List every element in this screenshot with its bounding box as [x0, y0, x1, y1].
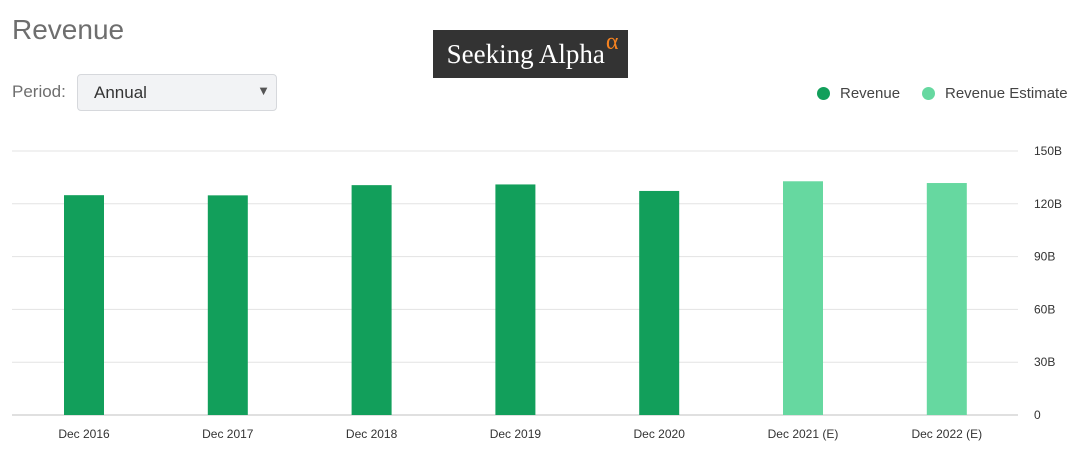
logo-text: Seeking Alpha [446, 38, 605, 69]
legend-marker-icon [817, 86, 830, 100]
period-select[interactable]: Annual ▼ [77, 74, 277, 111]
revenue-estimate-bar [926, 183, 967, 415]
x-tick-label: Dec 2020 [634, 427, 686, 441]
y-tick-label: 30B [1034, 355, 1055, 369]
revenue-bar [207, 195, 248, 415]
x-tick-label: Dec 2018 [346, 427, 398, 441]
period-label: Period: [12, 82, 66, 101]
revenue-bar [351, 185, 392, 415]
period-selected-value: Annual [94, 83, 147, 102]
x-tick-label: Dec 2019 [490, 427, 542, 441]
legend-label-revenue-estimate: Revenue Estimate [945, 84, 1068, 102]
legend-item-revenue[interactable]: Revenue [817, 84, 900, 102]
seeking-alpha-logo: Seeking Alpha α [433, 28, 628, 78]
revenue-bar [495, 184, 536, 415]
revenue-bar [64, 195, 104, 415]
alpha-icon: α [605, 28, 619, 55]
legend-marker-icon [922, 86, 935, 100]
y-tick-label: 60B [1034, 302, 1055, 316]
chevron-down-icon: ▼ [257, 83, 270, 98]
y-tick-label: 0 [1034, 408, 1041, 422]
legend-item-revenue-estimate[interactable]: Revenue Estimate [922, 84, 1068, 102]
revenue-estimate-bar [783, 181, 823, 415]
y-tick-label: 150B [1034, 144, 1062, 158]
x-tick-label: Dec 2016 [58, 427, 110, 441]
page-title: Revenue [12, 14, 125, 45]
revenue-bar [639, 190, 680, 415]
x-tick-label: Dec 2017 [202, 427, 254, 441]
x-tick-label: Dec 2021 (E) [768, 427, 839, 441]
y-tick-label: 90B [1034, 250, 1055, 264]
legend-label-revenue: Revenue [840, 84, 901, 102]
y-tick-label: 120B [1034, 197, 1062, 211]
x-tick-label: Dec 2022 (E) [911, 427, 982, 441]
